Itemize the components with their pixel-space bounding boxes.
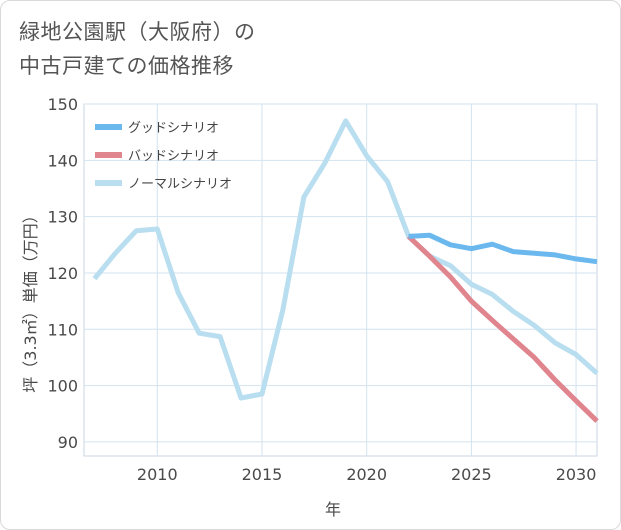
y-tick-label: 90: [58, 433, 78, 452]
x-axis-label: 年: [325, 500, 341, 519]
y-tick-label: 140: [47, 151, 78, 170]
series-line-1: [408, 232, 598, 265]
x-tick-label: 2020: [346, 465, 387, 484]
x-axis-ticks: 2010 2015 2020 2025 2030: [137, 465, 596, 484]
y-tick-label: 130: [47, 208, 78, 227]
x-tick-label: 2030: [556, 465, 597, 484]
chart-title-line-1: 緑地公園駅（大阪府）の: [19, 20, 256, 44]
y-axis-label: 坪（3.3㎡）単価（万円）: [21, 207, 40, 392]
x-tick-label: 2015: [242, 465, 283, 484]
y-tick-label: 110: [47, 320, 78, 339]
grid: [83, 103, 598, 457]
legend-label: ノーマルシナリオ: [128, 177, 232, 192]
chart-title-line-2: 中古戸建ての価格推移: [19, 54, 234, 78]
series-lines: [92, 118, 599, 423]
y-tick-label: 100: [47, 377, 78, 396]
series-line-2: [406, 234, 599, 423]
x-tick-label: 2025: [451, 465, 492, 484]
y-tick-label: 120: [47, 264, 78, 283]
chart-title: 緑地公園駅（大阪府）の 中古戸建ての価格推移: [19, 15, 256, 83]
y-axis-ticks: 90 100 110 120 130 140 150: [47, 95, 78, 452]
legend-label: バッドシナリオ: [128, 149, 219, 164]
y-tick-label: 150: [47, 95, 78, 114]
x-tick-label: 2010: [137, 465, 178, 484]
legend-label: グッドシナリオ: [128, 121, 219, 136]
series-line-3: [92, 118, 599, 401]
